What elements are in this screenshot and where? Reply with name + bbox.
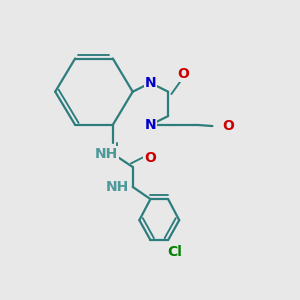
Text: O: O (145, 151, 156, 165)
Text: O: O (222, 119, 234, 133)
Text: NH: NH (94, 147, 118, 161)
Text: Cl: Cl (167, 244, 182, 259)
Text: O: O (178, 67, 190, 81)
Text: N: N (145, 118, 156, 132)
Text: NH: NH (106, 180, 129, 194)
Text: N: N (145, 76, 156, 90)
